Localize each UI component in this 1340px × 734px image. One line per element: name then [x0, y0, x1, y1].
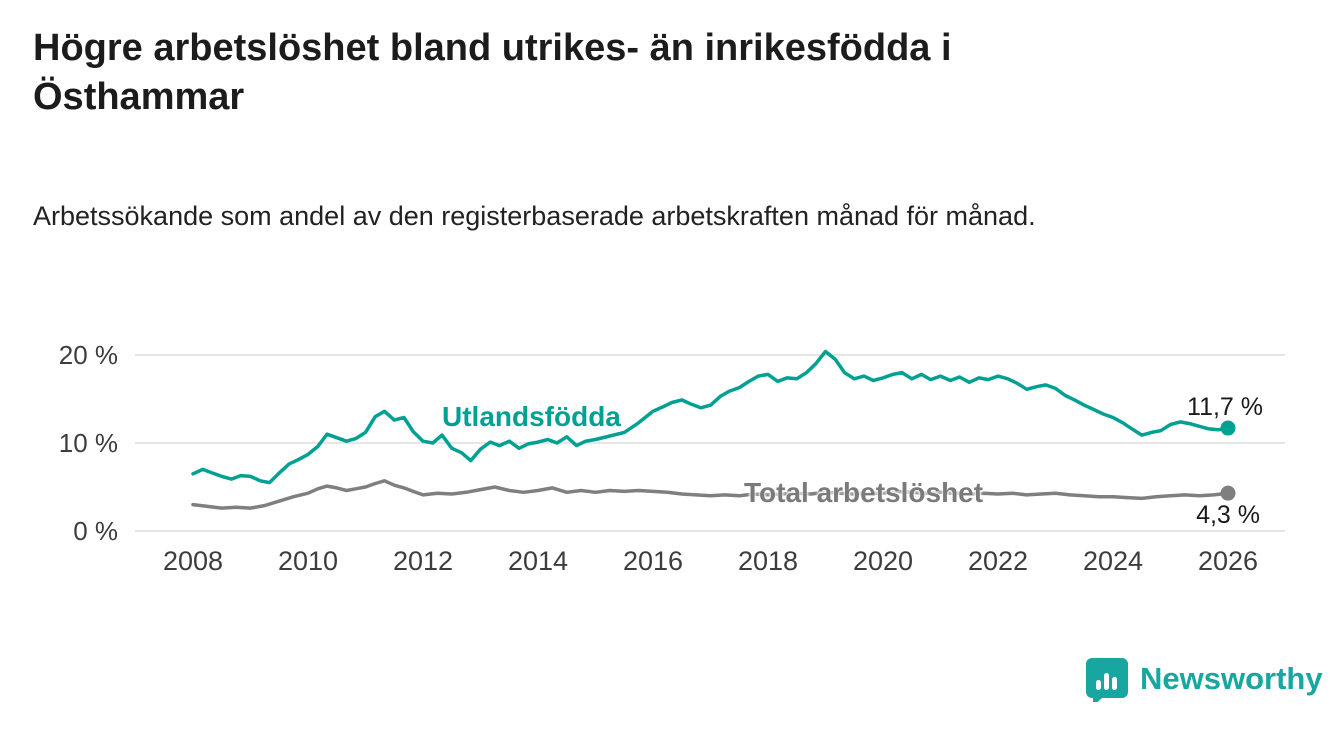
- x-tick-label: 2026: [1198, 546, 1258, 576]
- series-line-0: [191, 349, 1230, 485]
- y-tick-label: 0 %: [73, 516, 118, 546]
- bar-chart-speech-bubble-icon: [1086, 656, 1130, 706]
- x-tick-label: 2018: [738, 546, 798, 576]
- x-tick-label: 2024: [1083, 546, 1143, 576]
- end-value-utlandsfodda: 11,7 %: [1187, 393, 1263, 421]
- page-title: Högre arbetslöshet bland utrikes- än inr…: [33, 27, 952, 118]
- x-tick-label: 2020: [853, 546, 913, 576]
- newsworthy-logo: Newsworthy: [1086, 656, 1323, 706]
- series-line-1: [191, 479, 1230, 510]
- x-tick-label: 2008: [163, 546, 223, 576]
- x-tick-label: 2010: [278, 546, 338, 576]
- x-tick-label: 2016: [623, 546, 683, 576]
- y-tick-label: 10 %: [59, 428, 118, 458]
- series-label-total: Total arbetslöshet: [744, 477, 984, 508]
- x-tick-label: 2014: [508, 546, 568, 576]
- series-end-dot-0: [1220, 420, 1236, 436]
- series-label-utlandsfodda: Utlandsfödda: [442, 401, 621, 432]
- series-end-dot-1: [1220, 485, 1236, 501]
- x-tick-label: 2022: [968, 546, 1028, 576]
- newsworthy-wordmark: Newsworthy: [1140, 661, 1323, 696]
- end-value-total: 4,3 %: [1196, 501, 1260, 529]
- y-tick-label: 20 %: [59, 340, 118, 370]
- chart-subtitle: Arbetssökande som andel av den registerb…: [33, 201, 1036, 231]
- x-tick-label: 2012: [393, 546, 453, 576]
